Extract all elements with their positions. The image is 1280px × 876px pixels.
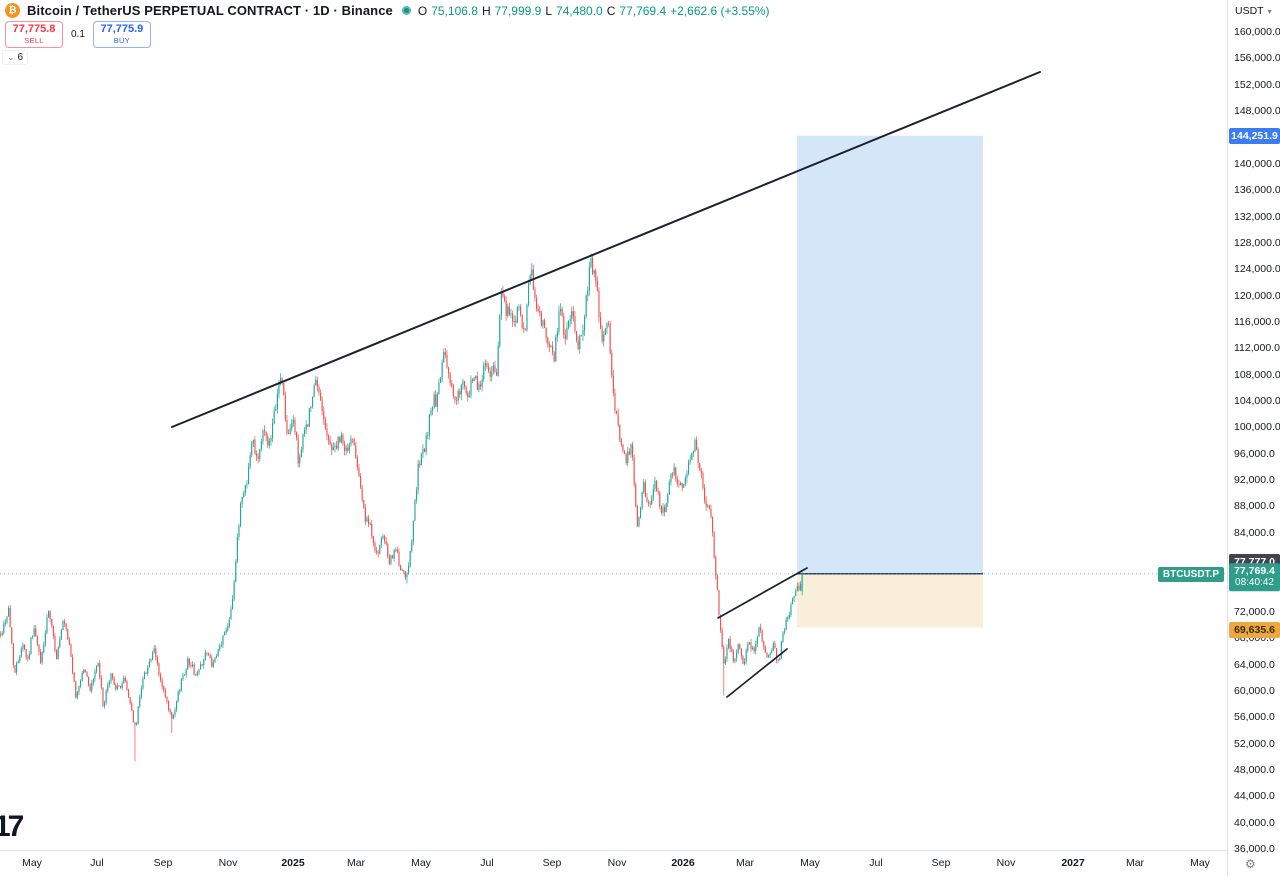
high-value: 77,999.9 <box>494 3 542 18</box>
time-tick-label: 2026 <box>671 857 695 869</box>
stop-price-label: 69,635.6 <box>1229 621 1280 639</box>
price-tick-label: 148,000.0 <box>1234 105 1280 118</box>
time-tick-label: Jul <box>90 857 104 869</box>
time-tick-label: Sep <box>931 857 951 869</box>
price-tick-label: 88,000.0 <box>1234 500 1275 513</box>
price-tick-label: 44,000.0 <box>1234 790 1275 803</box>
trendline-3[interactable] <box>726 648 788 698</box>
time-tick-label: May <box>1190 857 1210 869</box>
axis-currency-label: USDT <box>1235 5 1264 17</box>
last-price-label: 77,769.4 08:40:42 <box>1229 563 1280 591</box>
trendline-2[interactable] <box>717 567 808 619</box>
sell-label: SELL <box>24 36 44 46</box>
price-tick-label: 104,000.0 <box>1234 395 1280 407</box>
time-tick-label: 2027 <box>1061 857 1085 869</box>
buy-price: 77,775.9 <box>100 23 144 36</box>
close-value: 77,769.4 <box>619 3 667 18</box>
axis-currency-dropdown[interactable]: USDT ▾ <box>1235 5 1272 17</box>
price-tick-label: 92,000.0 <box>1234 474 1275 486</box>
buy-button[interactable]: 77,775.9 BUY <box>92 21 151 48</box>
low-value: 74,480.0 <box>556 3 603 18</box>
time-tick-label: May <box>411 857 431 869</box>
price-tick-label: 60,000.0 <box>1234 684 1275 697</box>
price-tick-label: 160,000.0 <box>1234 26 1280 38</box>
time-tick-label: Sep <box>153 857 173 869</box>
last-price-label-countdown: 08:40:42 <box>1235 577 1274 589</box>
buy-label: BUY <box>113 36 131 46</box>
ohlc-readout: O 75,106.8 H 77,999.9 L 74,480.0 C 77,76… <box>418 4 770 18</box>
indicator-collapse-toggle[interactable]: ⌄ 6 <box>2 50 29 65</box>
symbol-price-badge: BTCUSDT.P <box>1157 567 1224 582</box>
sell-button[interactable]: 77,775.8 SELL <box>5 21 63 48</box>
price-tick-label: 48,000.0 <box>1234 763 1275 776</box>
high-label: H <box>481 3 491 18</box>
price-tick-label: 72,000.0 <box>1234 605 1275 618</box>
price-tick-label: 112,000.0 <box>1234 342 1280 355</box>
price-tick-label: 120,000.0 <box>1234 289 1280 302</box>
change-value: +2,662.6 (+3.55%) <box>670 3 770 18</box>
gear-icon[interactable]: ⚙ <box>1245 857 1256 871</box>
sell-price: 77,775.8 <box>12 23 56 36</box>
price-tick-label: 140,000.0 <box>1234 157 1280 170</box>
price-tick-label: 100,000.0 <box>1234 421 1280 434</box>
price-tick-label: 116,000.0 <box>1234 315 1280 328</box>
price-tick-label: 128,000.0 <box>1234 236 1280 249</box>
bitcoin-icon: ₿ <box>5 3 20 18</box>
open-label: O <box>417 3 428 18</box>
time-axis[interactable]: May Jul Sep Nov 2025 Mar May Jul Sep Nov 2026 Mar Ma… <box>0 850 1280 876</box>
chart-canvas[interactable] <box>0 0 1227 850</box>
time-tick-label: May <box>800 857 820 869</box>
close-label: C <box>606 3 616 18</box>
time-tick-label: 2025 <box>281 857 305 869</box>
spread-value: 0.1 <box>71 29 85 40</box>
time-tick-label: Nov <box>218 857 238 869</box>
open-value: 75,106.8 <box>431 3 478 18</box>
long-position-stop-zone[interactable] <box>797 573 983 628</box>
tradingview-watermark: 17 <box>0 810 24 843</box>
time-tick-label: Jul <box>869 857 883 869</box>
price-tick-label: 108,000.0 <box>1234 368 1280 381</box>
time-tick-label: Mar <box>735 857 755 869</box>
price-tick-label: 40,000.0 <box>1234 816 1275 829</box>
price-tick-label: 156,000.0 <box>1234 52 1280 65</box>
time-tick-label: Nov <box>996 857 1016 869</box>
time-tick-label: Sep <box>542 857 562 869</box>
price-tick-label: 136,000.0 <box>1234 184 1280 197</box>
low-label: L <box>545 3 553 18</box>
price-tick-label: 52,000.0 <box>1234 737 1275 750</box>
price-tick-label: 152,000.0 <box>1234 78 1280 91</box>
symbol-title[interactable]: Bitcoin / TetherUS PERPETUAL CONTRACT · … <box>27 3 393 18</box>
candlestick-series <box>0 253 803 762</box>
price-tick-label: 36,000.0 <box>1234 843 1275 855</box>
price-axis[interactable]: USDT ▾ 160,000.0 156,000.0 152,000.0 148,00… <box>1227 0 1280 876</box>
price-tick-label: 84,000.0 <box>1234 526 1275 539</box>
chevron-down-icon: ▾ <box>1267 6 1272 16</box>
price-tick-label: 64,000.0 <box>1234 658 1275 671</box>
price-tick-label: 56,000.0 <box>1234 711 1275 724</box>
price-tick-label: 132,000.0 <box>1234 210 1280 223</box>
target-price-label: 144,251.9 <box>1229 127 1280 145</box>
indicator-count: 6 <box>17 52 24 63</box>
time-tick-label: Mar <box>1125 857 1145 869</box>
trade-panel: 77,775.8 SELL 0.1 77,775.9 BUY <box>5 21 151 48</box>
chevron-down-icon: ⌄ <box>7 52 15 62</box>
market-status-icon <box>401 6 411 15</box>
time-tick-label: May <box>22 857 42 869</box>
time-tick-label: Mar <box>346 857 366 869</box>
chart-header: ₿ Bitcoin / TetherUS PERPETUAL CONTRACT … <box>5 3 770 18</box>
price-tick-label: 124,000.0 <box>1234 263 1280 276</box>
time-tick-label: Jul <box>480 857 494 869</box>
time-tick-label: Nov <box>607 857 627 869</box>
price-tick-label: 96,000.0 <box>1234 447 1275 460</box>
long-position-profit-zone[interactable] <box>797 135 983 574</box>
trendline-1[interactable] <box>171 71 1041 428</box>
